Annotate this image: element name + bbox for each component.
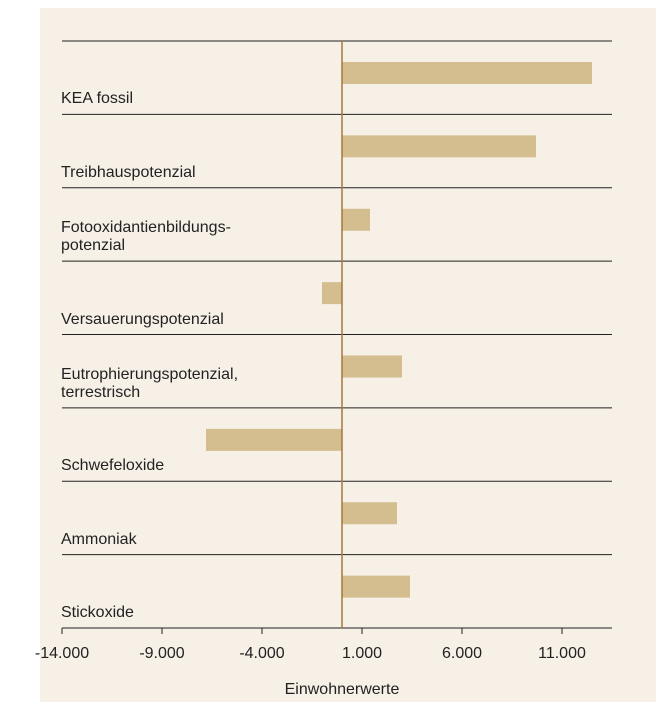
x-tick-label: 11.000 xyxy=(538,645,586,662)
category-label: Fotooxidantienbildungs- potenzial xyxy=(61,219,231,255)
x-tick-label: -9.000 xyxy=(139,645,184,662)
bar xyxy=(206,428,342,451)
x-tick-label: 6.000 xyxy=(442,645,482,662)
x-tick-label: -4.000 xyxy=(239,645,284,662)
bar xyxy=(322,282,342,305)
x-tick-label: 1.000 xyxy=(342,645,382,662)
category-label: Treibhauspotenzial xyxy=(61,163,196,181)
category-label: Stickoxide xyxy=(61,604,134,621)
x-axis-label: Einwohnerwerte xyxy=(285,681,400,698)
category-label: KEA fossil xyxy=(61,90,134,108)
bar xyxy=(342,135,536,158)
category-label: Schwefeloxide xyxy=(61,457,165,475)
bar xyxy=(342,575,410,598)
bar xyxy=(342,355,402,378)
bar xyxy=(342,62,592,84)
x-tick-label: -14.000 xyxy=(35,645,89,662)
category-label: Ammoniak xyxy=(61,530,137,548)
category-label: Versauerungspotenzial xyxy=(61,310,224,328)
bar xyxy=(342,502,397,525)
bar xyxy=(342,208,370,231)
category-label: Eutrophierungspotenzial, terrestrisch xyxy=(61,365,239,401)
